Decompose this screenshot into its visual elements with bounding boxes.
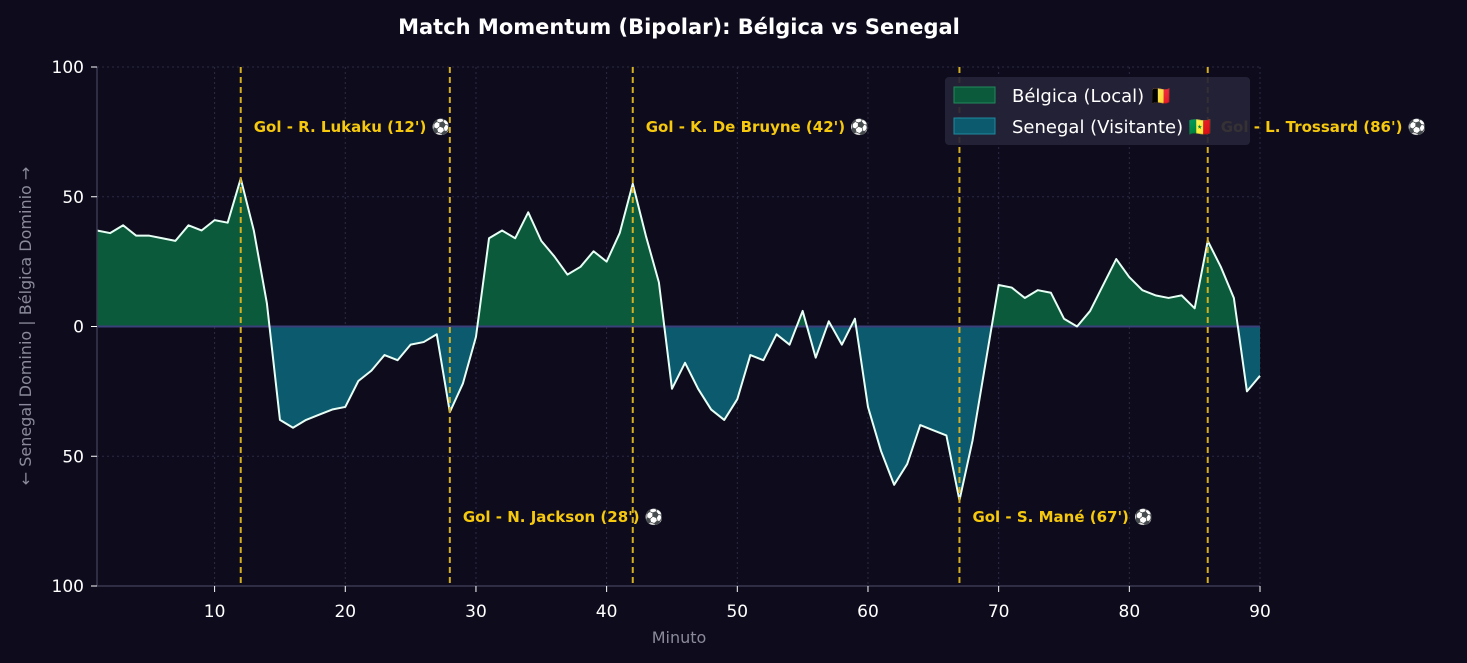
y-tick-label: 100 xyxy=(52,58,84,78)
legend-label-belgica: Bélgica (Local) 🇧🇪 xyxy=(1012,85,1172,107)
x-tick-label: 40 xyxy=(596,602,618,622)
y-axis-label: ← Senegal Dominio | Bélgica Dominio → xyxy=(16,167,35,486)
momentum-line-group xyxy=(96,177,1261,502)
x-tick-labels: 10 20 30 40 50 60 70 80 90 xyxy=(204,586,1271,622)
legend-label-senegal: Senegal (Visitante) 🇸🇳 xyxy=(1012,117,1211,138)
legend-box xyxy=(945,77,1250,145)
y-tick-labels: 100 50 0 50 100 xyxy=(52,58,97,597)
momentum-areas xyxy=(97,178,1260,501)
x-tick-label: 60 xyxy=(857,602,879,622)
x-tick-label: 80 xyxy=(1119,602,1141,622)
chart-title: Match Momentum (Bipolar): Bélgica vs Sen… xyxy=(398,15,960,39)
legend-swatch-belgica xyxy=(953,86,996,104)
area-senegal xyxy=(97,326,1260,501)
legend: Bélgica (Local) 🇧🇪 Senegal (Visitante) 🇸… xyxy=(945,77,1250,145)
y-tick-label: 100 xyxy=(52,577,84,597)
legend-swatch-senegal xyxy=(953,117,996,135)
goal-markers: Gol - R. Lukaku (12') ⚽ Gol - N. Jackson … xyxy=(239,67,1427,586)
x-tick-label: 70 xyxy=(988,602,1010,622)
goal-label: Gol - N. Jackson (28') ⚽ xyxy=(463,508,664,526)
goal-label: Gol - S. Mané (67') ⚽ xyxy=(972,508,1152,526)
y-tick-label: 50 xyxy=(62,447,84,467)
area-belgica xyxy=(97,178,1260,327)
x-tick-label: 30 xyxy=(465,602,487,622)
x-tick-label: 20 xyxy=(334,602,356,622)
momentum-line xyxy=(96,177,1261,502)
goal-label: Gol - L. Trossard (86') ⚽ xyxy=(1221,118,1427,136)
x-tick-label: 50 xyxy=(726,602,748,622)
x-axis-label: Minuto xyxy=(652,628,707,647)
x-tick-label: 10 xyxy=(204,602,226,622)
y-tick-label: 0 xyxy=(73,318,84,338)
goal-label: Gol - R. Lukaku (12') ⚽ xyxy=(254,118,450,136)
y-tick-label: 50 xyxy=(62,188,84,208)
x-tick-label: 90 xyxy=(1249,602,1271,622)
goal-label: Gol - K. De Bruyne (42') ⚽ xyxy=(646,118,869,136)
